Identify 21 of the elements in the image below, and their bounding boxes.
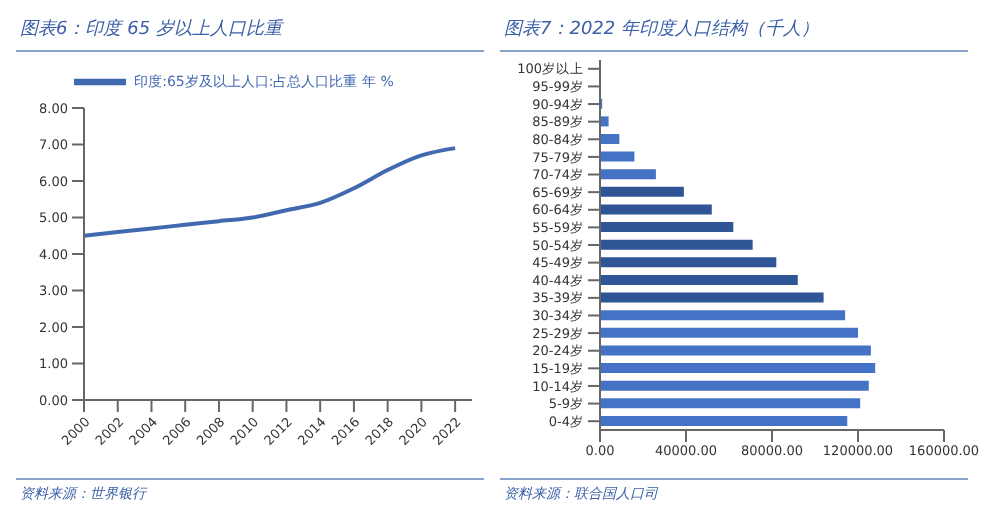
bar <box>600 151 635 162</box>
bar <box>600 134 620 144</box>
bar <box>600 415 848 426</box>
chart-title: 图表6：印度 65 岁以上人口比重 <box>16 16 484 52</box>
bar <box>600 380 869 391</box>
bar <box>600 222 734 233</box>
bar <box>600 398 861 409</box>
chart-title: 图表7：2022 年印度人口结构（千人） <box>500 16 968 52</box>
bar <box>600 186 684 197</box>
bar <box>600 257 777 268</box>
bar <box>600 116 609 127</box>
bar <box>600 292 824 303</box>
bar <box>600 239 753 250</box>
bar <box>600 310 846 321</box>
bar <box>600 345 871 356</box>
bar <box>600 169 656 180</box>
line-series <box>84 146 458 238</box>
bar <box>600 327 858 338</box>
bar <box>600 363 876 374</box>
bar <box>600 274 798 285</box>
bar <box>600 204 712 215</box>
